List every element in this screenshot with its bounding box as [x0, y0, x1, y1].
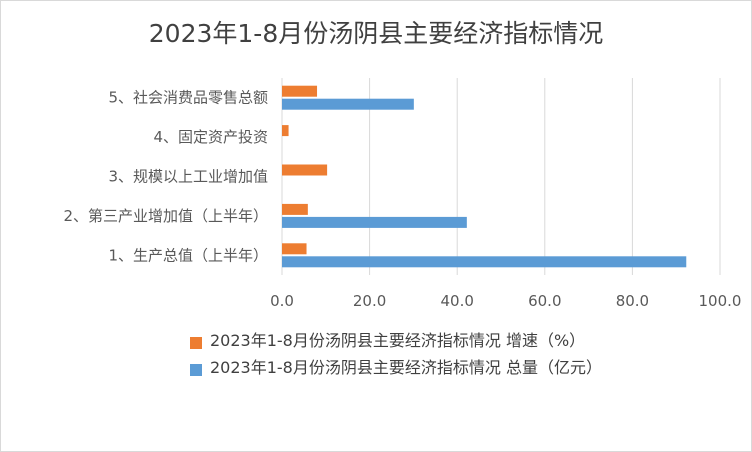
legend-label-growth: 2023年1-8月份汤阴县主要经济指标情况 增速（%）	[210, 331, 586, 350]
bar-total	[282, 216, 467, 228]
x-tick-label: 100.0	[699, 292, 742, 310]
bar-growth	[282, 125, 289, 137]
x-tick-label: 80.0	[616, 292, 649, 310]
x-tick-label: 20.0	[353, 292, 386, 310]
category-label: 5、社会消费品零售总额	[108, 89, 268, 107]
x-tick-label: 40.0	[440, 292, 473, 310]
category-label: 2、第三产业增加值（上半年）	[63, 207, 268, 225]
chart-plot: 0.0 20.0 40.0 60.0 80.0 100.0 1、生产总值（上半年） 2、第三产…	[63, 78, 742, 310]
chart-legend: 2023年1-8月份汤阴县主要经济指标情况 增速（%） 2023年1-8月份汤阴…	[190, 330, 660, 384]
legend-item-growth: 2023年1-8月份汤阴县主要经济指标情况 增速（%）	[190, 330, 660, 352]
bar-growth	[282, 203, 308, 215]
category-label: 4、固定资产投资	[153, 128, 268, 146]
legend-swatch-growth	[190, 337, 202, 349]
legend-item-total: 2023年1-8月份汤阴县主要经济指标情况 总量（亿元）	[190, 357, 660, 379]
bar-growth	[282, 164, 328, 176]
bar-growth	[282, 243, 307, 255]
chart-title: 2023年1-8月份汤阴县主要经济指标情况	[148, 19, 604, 48]
legend-swatch-total	[190, 364, 202, 376]
legend-label-total: 2023年1-8月份汤阴县主要经济指标情况 总量（亿元）	[210, 358, 602, 377]
category-label: 1、生产总值（上半年）	[108, 246, 268, 264]
category-label: 3、规模以上工业增加值	[108, 168, 268, 186]
x-tick-label: 0.0	[270, 292, 294, 310]
bar-growth	[282, 85, 318, 97]
x-tick-label: 60.0	[528, 292, 561, 310]
bar-total	[282, 256, 687, 268]
bar-total	[282, 98, 414, 110]
